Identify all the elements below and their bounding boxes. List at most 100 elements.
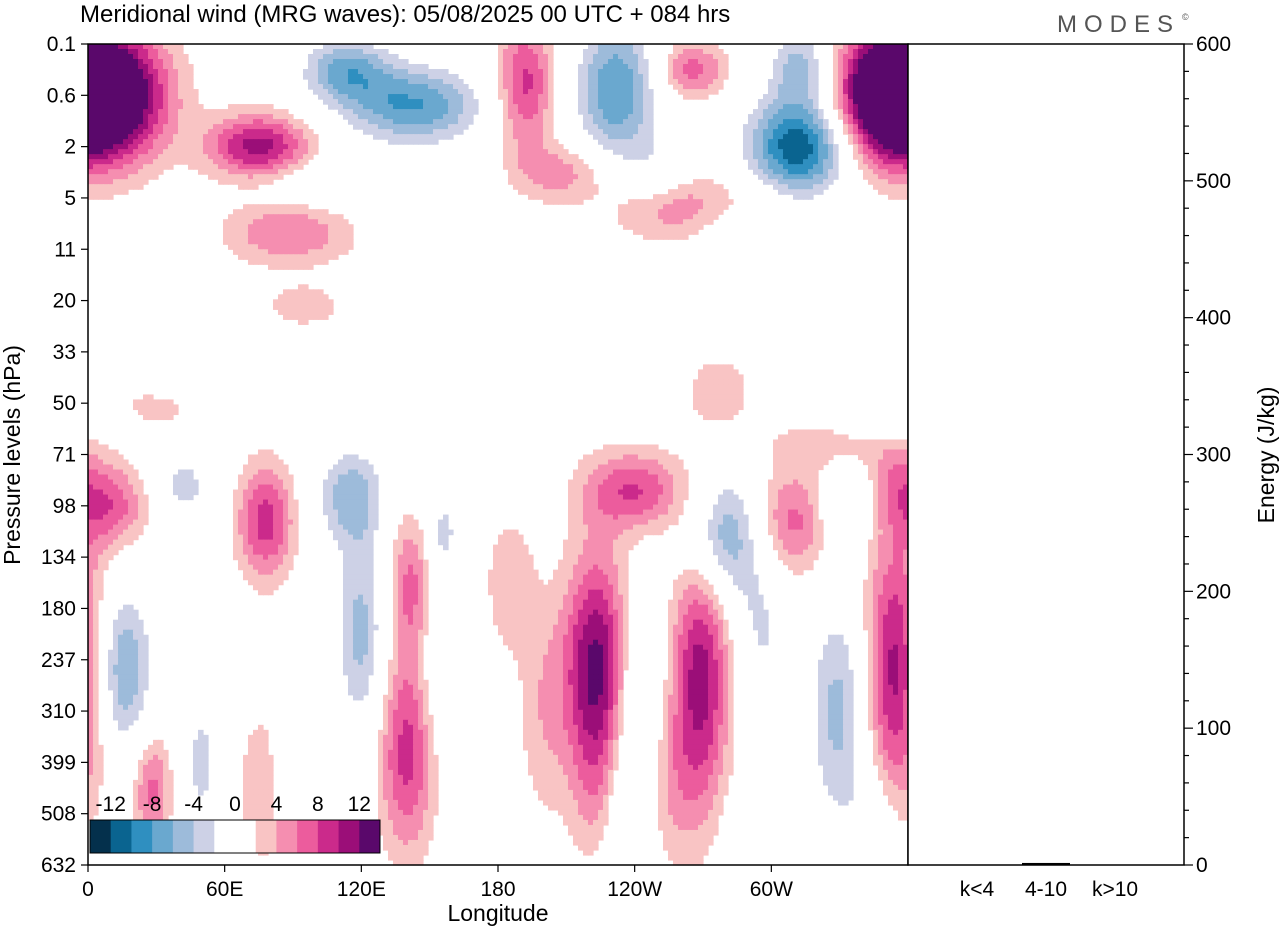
heatmap-cell xyxy=(198,119,204,125)
heatmap-cell xyxy=(343,249,349,255)
heatmap-cell xyxy=(318,49,324,55)
heatmap-cell xyxy=(828,449,834,456)
heatmap-cell xyxy=(703,49,709,55)
heatmap-cell xyxy=(633,109,639,115)
heatmap-cell xyxy=(628,119,634,125)
heatmap-cell xyxy=(633,69,639,75)
heatmap-cell xyxy=(883,174,889,180)
heatmap-cell xyxy=(613,489,619,496)
heatmap-cell xyxy=(728,494,734,501)
heatmap-cell xyxy=(603,504,609,511)
heatmap-cell xyxy=(338,94,344,100)
heatmap-cell xyxy=(173,44,179,50)
heatmap-cell xyxy=(768,489,774,496)
heatmap-cell xyxy=(843,59,849,65)
heatmap-cell xyxy=(858,114,864,120)
heatmap-cell xyxy=(613,119,619,125)
heatmap-cell xyxy=(278,489,284,496)
heatmap-cell xyxy=(783,449,789,456)
heatmap-cell xyxy=(538,94,544,100)
heatmap-cell xyxy=(723,504,729,511)
heatmap-cell xyxy=(128,119,134,125)
heatmap-cell xyxy=(668,204,674,210)
heatmap-cell xyxy=(308,149,314,155)
heatmap-cell xyxy=(638,149,644,155)
heatmap-cell xyxy=(333,249,339,255)
heatmap-cell xyxy=(178,59,184,65)
heatmap-cell xyxy=(223,174,229,180)
heatmap-cell xyxy=(903,474,909,481)
heatmap-cell xyxy=(778,54,784,60)
heatmap-cell xyxy=(93,449,99,456)
heatmap-cell xyxy=(143,54,149,60)
heatmap-cell xyxy=(243,159,249,165)
heatmap-cell xyxy=(243,104,249,110)
heatmap-cell xyxy=(723,64,729,70)
heatmap-cell xyxy=(508,54,514,60)
heatmap-cell xyxy=(88,79,94,85)
heatmap-cell xyxy=(463,89,469,95)
heatmap-cell xyxy=(113,124,119,130)
heatmap-cell xyxy=(98,104,104,110)
heatmap-cell xyxy=(663,199,669,205)
heatmap-cell xyxy=(903,479,909,486)
heatmap-cell xyxy=(143,74,149,80)
heatmap-cell xyxy=(878,444,884,451)
heatmap-cell xyxy=(758,149,764,155)
heatmap-cell xyxy=(303,264,309,270)
heatmap-cell xyxy=(433,129,439,135)
heatmap-cell xyxy=(88,84,94,90)
heatmap-cell xyxy=(158,399,164,406)
heatmap-cell xyxy=(753,169,759,175)
heatmap-cell xyxy=(588,79,594,85)
heatmap-cell xyxy=(703,409,709,416)
heatmap-cell xyxy=(843,449,849,456)
heatmap-cell xyxy=(588,104,594,110)
heatmap-cell xyxy=(248,214,254,220)
heatmap-cell xyxy=(903,174,909,180)
heatmap-cell xyxy=(138,144,144,150)
heatmap-cell xyxy=(528,184,534,190)
heatmap-cell xyxy=(853,119,859,125)
heatmap-cell xyxy=(763,179,769,185)
heatmap-cell xyxy=(363,69,369,75)
heatmap-cell xyxy=(893,189,899,195)
heatmap-cell xyxy=(853,69,859,75)
heatmap-cell xyxy=(513,54,519,60)
heatmap-cell xyxy=(893,64,899,70)
heatmap-cell xyxy=(278,219,284,225)
heatmap-cell xyxy=(303,239,309,245)
heatmap-cell xyxy=(403,124,409,130)
heatmap-cell xyxy=(413,119,419,125)
heatmap-cell xyxy=(248,479,254,486)
heatmap-cell xyxy=(608,489,614,496)
heatmap-cell xyxy=(343,489,349,496)
heatmap-cell xyxy=(168,404,174,411)
heatmap-cell xyxy=(393,109,399,115)
heatmap-cell xyxy=(248,139,254,145)
heatmap-cell xyxy=(458,89,464,95)
heatmap-cell xyxy=(633,199,639,205)
heatmap-cell xyxy=(633,224,639,230)
heatmap-cell xyxy=(608,99,614,105)
heatmap-cell xyxy=(513,64,519,70)
heatmap-cell xyxy=(133,129,139,135)
heatmap-cell xyxy=(868,99,874,105)
heatmap-cell xyxy=(713,509,719,516)
heatmap-cell xyxy=(893,59,899,65)
heatmap-cell xyxy=(818,524,824,531)
heatmap-cell xyxy=(788,174,794,180)
heatmap-cell xyxy=(633,54,639,60)
heatmap-cell xyxy=(338,529,344,536)
heatmap-cell xyxy=(178,54,184,60)
heatmap-cell xyxy=(863,134,869,140)
heatmap-cell xyxy=(683,474,689,481)
heatmap-cell xyxy=(648,109,654,115)
heatmap-cell xyxy=(808,469,814,476)
heatmap-cell xyxy=(693,74,699,80)
heatmap-cell xyxy=(283,209,289,215)
heatmap-cell xyxy=(873,519,879,526)
heatmap-cell xyxy=(88,494,94,501)
heatmap-cell xyxy=(303,134,309,140)
heatmap-cell xyxy=(658,504,664,511)
